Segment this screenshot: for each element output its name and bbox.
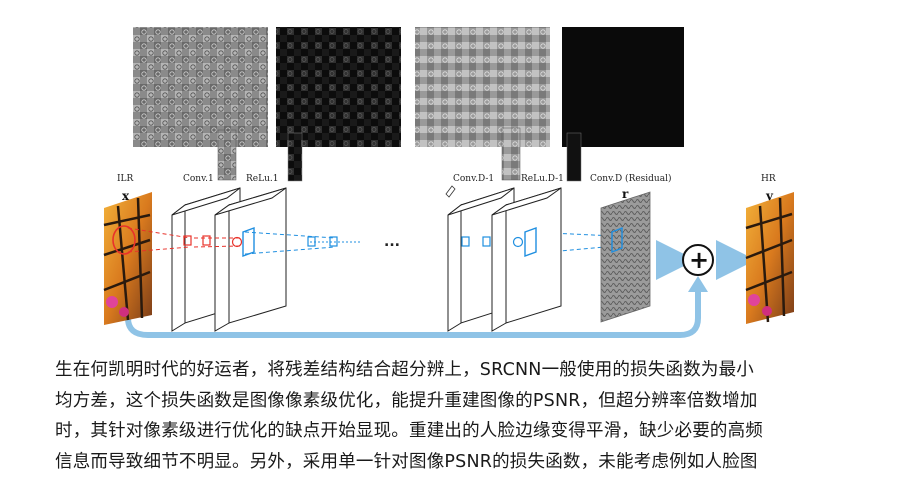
- sum-node: [682, 244, 714, 276]
- residual-map: [600, 191, 651, 323]
- feature-map-convd1: [415, 27, 550, 147]
- label-x: x: [122, 189, 130, 203]
- ellipsis: ...: [384, 234, 400, 250]
- label-conv1: Conv.1: [183, 174, 214, 184]
- blue-patch-relu1: [242, 227, 255, 257]
- feature-map-conv1: [133, 27, 268, 147]
- block-relud1: [491, 187, 562, 332]
- label-convd1: Conv.D-1: [453, 174, 494, 184]
- caption-line-1: 生在何凯明时代的好运者，将残差结构结合超分辨上，SRCNN一般使用的损失函数为最…: [55, 360, 754, 380]
- red-patch-1: [183, 235, 192, 246]
- label-y: y: [765, 189, 774, 203]
- caption-text: 生在何凯明时代的好运者，将残差结构结合超分辨上，SRCNN一般使用的损失函数为最…: [55, 355, 875, 477]
- filter-thumb-convd1: [501, 127, 521, 181]
- blue-patch-relud1: [524, 227, 537, 257]
- label-relud1: ReLu.D-1: [521, 174, 564, 184]
- block-relu1: [214, 187, 287, 332]
- label-r: r: [622, 187, 629, 201]
- output-hr-image: [745, 192, 794, 324]
- caption-line-2: 均方差，这个损失函数是图像像素级优化，能提升重建图像的PSNR，但超分辨率倍数增…: [55, 390, 758, 411]
- label-hr: HR: [761, 174, 776, 184]
- skip-connection-arrow: [125, 285, 701, 338]
- blue-patch-d: [482, 236, 491, 247]
- skip-arrowhead: [688, 276, 708, 292]
- pencil-cursor-icon: [445, 185, 456, 198]
- blue-patch-c: [461, 236, 470, 247]
- filter-thumb-relu1: [287, 132, 303, 182]
- receptive-field-red: [127, 227, 241, 253]
- filter-thumb-conv1: [217, 129, 237, 181]
- vdsr-architecture-figure: ILR x Conv.1 ReLu.1 Conv.D-1 ReLu.D-1 Co…: [103, 27, 794, 338]
- label-ilr: ILR: [117, 174, 134, 184]
- input-ilr-image: [103, 192, 152, 325]
- blue-patch-b: [329, 236, 338, 247]
- caption-line-3: 时，其针对像素级进行优化的缺点开始显现。重建出的人脸边缘变得平滑，缺少必要的高频: [55, 421, 763, 441]
- feature-map-relud1: [562, 27, 684, 147]
- caption-line-4: 信息而导致细节不明显。另外，采用单一针对图像PSNR的损失函数，未能考虑例如人脸…: [55, 451, 758, 472]
- label-relu1: ReLu.1: [246, 174, 278, 184]
- red-patch-2: [202, 235, 211, 246]
- label-convd: Conv.D (Residual): [590, 173, 671, 184]
- feature-map-relu1: [276, 27, 401, 147]
- residual-patch: [611, 226, 623, 254]
- blue-neuron: [512, 236, 524, 248]
- sum-plus: +: [689, 246, 709, 274]
- red-neuron: [231, 236, 243, 248]
- blue-patch-a: [307, 236, 316, 247]
- filter-thumb-relud1: [566, 132, 582, 182]
